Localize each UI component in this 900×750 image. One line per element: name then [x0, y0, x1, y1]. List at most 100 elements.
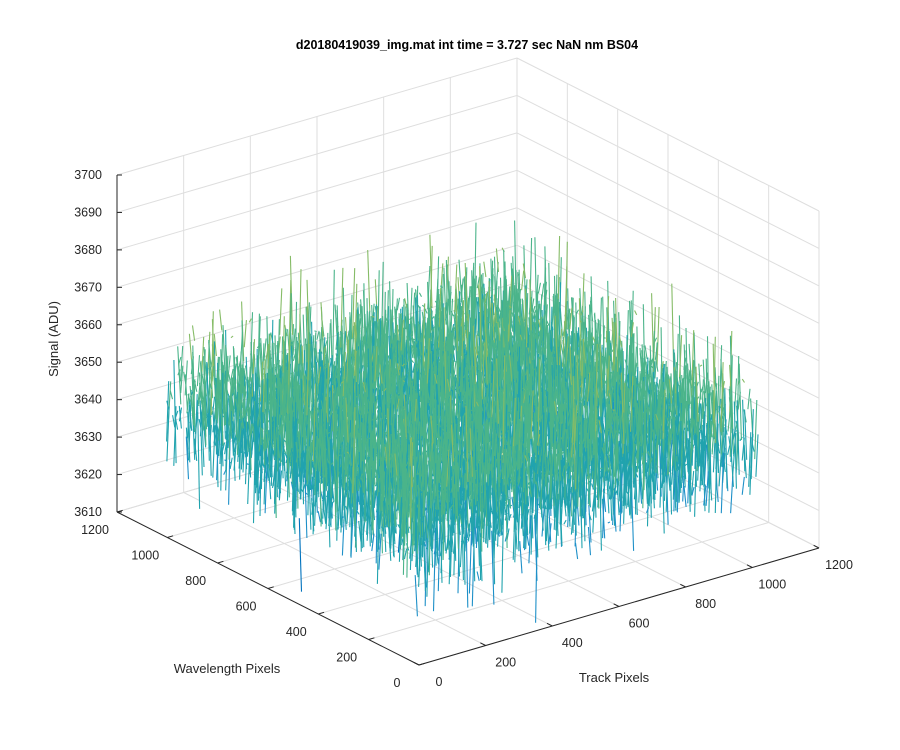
surface-trace [309, 355, 313, 433]
surface-trace [587, 360, 591, 373]
surface-trace [169, 390, 174, 400]
surface-trace [402, 379, 406, 387]
surface-trace [618, 335, 623, 347]
surface-trace [367, 249, 371, 312]
surface-trace [236, 387, 241, 455]
surface-trace [437, 293, 441, 323]
surface-trace [755, 434, 759, 477]
surface-trace [510, 323, 514, 333]
side-wall-grid-line [516, 169, 820, 324]
surface-trace [689, 410, 694, 466]
surface-trace [304, 391, 308, 409]
surface-trace [605, 296, 610, 343]
surface-trace [741, 378, 745, 383]
surface-trace [198, 388, 202, 406]
surface-trace [238, 427, 242, 469]
surface-trace [196, 400, 201, 509]
surface-trace [282, 395, 287, 419]
surface-trace [411, 345, 415, 359]
surface-trace [742, 399, 746, 472]
surface-trace [412, 340, 416, 362]
surface-trace [220, 409, 224, 446]
surface-trace [700, 429, 704, 486]
surface-trace [615, 297, 619, 380]
surface-trace [557, 373, 561, 439]
surface-trace [365, 399, 369, 422]
surface-trace [687, 363, 691, 404]
surface-trace [189, 421, 193, 431]
surface-trace [691, 330, 695, 397]
surface-trace [656, 306, 660, 368]
surface-trace [396, 394, 400, 406]
surface-trace [457, 332, 461, 373]
surface-trace [207, 384, 211, 436]
surface-trace [550, 330, 555, 353]
surface-trace [721, 380, 726, 393]
surface-trace [632, 434, 637, 444]
surface-trace [668, 379, 673, 404]
surface-trace [692, 417, 696, 434]
surface-trace [699, 437, 703, 492]
surface-trace [491, 302, 495, 343]
surface-trace [238, 366, 242, 394]
surface-trace [682, 440, 686, 488]
surface-trace [538, 421, 542, 458]
surface-trace [453, 360, 457, 377]
surface-trace [231, 384, 235, 388]
surface-trace [705, 471, 709, 506]
surface-trace [636, 382, 640, 387]
surface-trace [720, 398, 724, 453]
surface-trace [497, 306, 501, 313]
surface-trace [414, 341, 418, 348]
surface-trace [714, 367, 718, 421]
surface-trace [191, 325, 196, 341]
surface-trace [619, 418, 623, 444]
surface-trace [677, 421, 681, 436]
surface-trace [709, 420, 713, 453]
surface-trace [521, 270, 525, 291]
surface-trace [510, 332, 514, 425]
surface-trace [673, 434, 677, 512]
surface-trace [233, 434, 237, 445]
surface-trace [217, 368, 222, 400]
floor-grid-line [368, 522, 769, 640]
surface-trace [544, 246, 548, 349]
surface-trace [718, 345, 723, 411]
surface-trace [583, 404, 587, 413]
surface-data [166, 220, 759, 623]
surface-trace [633, 442, 637, 488]
surface-trace [426, 338, 430, 387]
surface-trace [267, 335, 271, 369]
surface-trace [412, 362, 416, 373]
surface-trace [517, 272, 521, 319]
surface-trace [279, 288, 283, 335]
surface-trace [750, 409, 754, 480]
surface-trace [214, 425, 218, 436]
surface-trace [398, 378, 402, 382]
surface-trace [567, 416, 571, 427]
surface-trace [247, 379, 251, 386]
surface-trace [488, 329, 492, 375]
back-wall-grid-line [116, 169, 518, 288]
surface-trace [371, 315, 375, 318]
surface-trace [678, 385, 682, 422]
surface-trace [512, 256, 516, 313]
surface-trace [394, 367, 397, 370]
surface-trace [599, 343, 603, 399]
surface-trace [484, 396, 488, 417]
surface-trace [279, 392, 283, 418]
surface-trace [558, 328, 563, 366]
surface-trace [178, 361, 182, 405]
surface-trace [634, 310, 638, 316]
surface-trace [508, 305, 512, 308]
surface-trace [460, 291, 464, 308]
surface-trace [626, 393, 630, 416]
surface-trace [553, 295, 558, 314]
surface-trace [407, 337, 411, 356]
surface-trace [580, 338, 585, 398]
surface-trace [703, 485, 707, 506]
surface-trace [476, 365, 481, 399]
surface-trace [233, 443, 237, 471]
surface-trace [720, 362, 724, 432]
